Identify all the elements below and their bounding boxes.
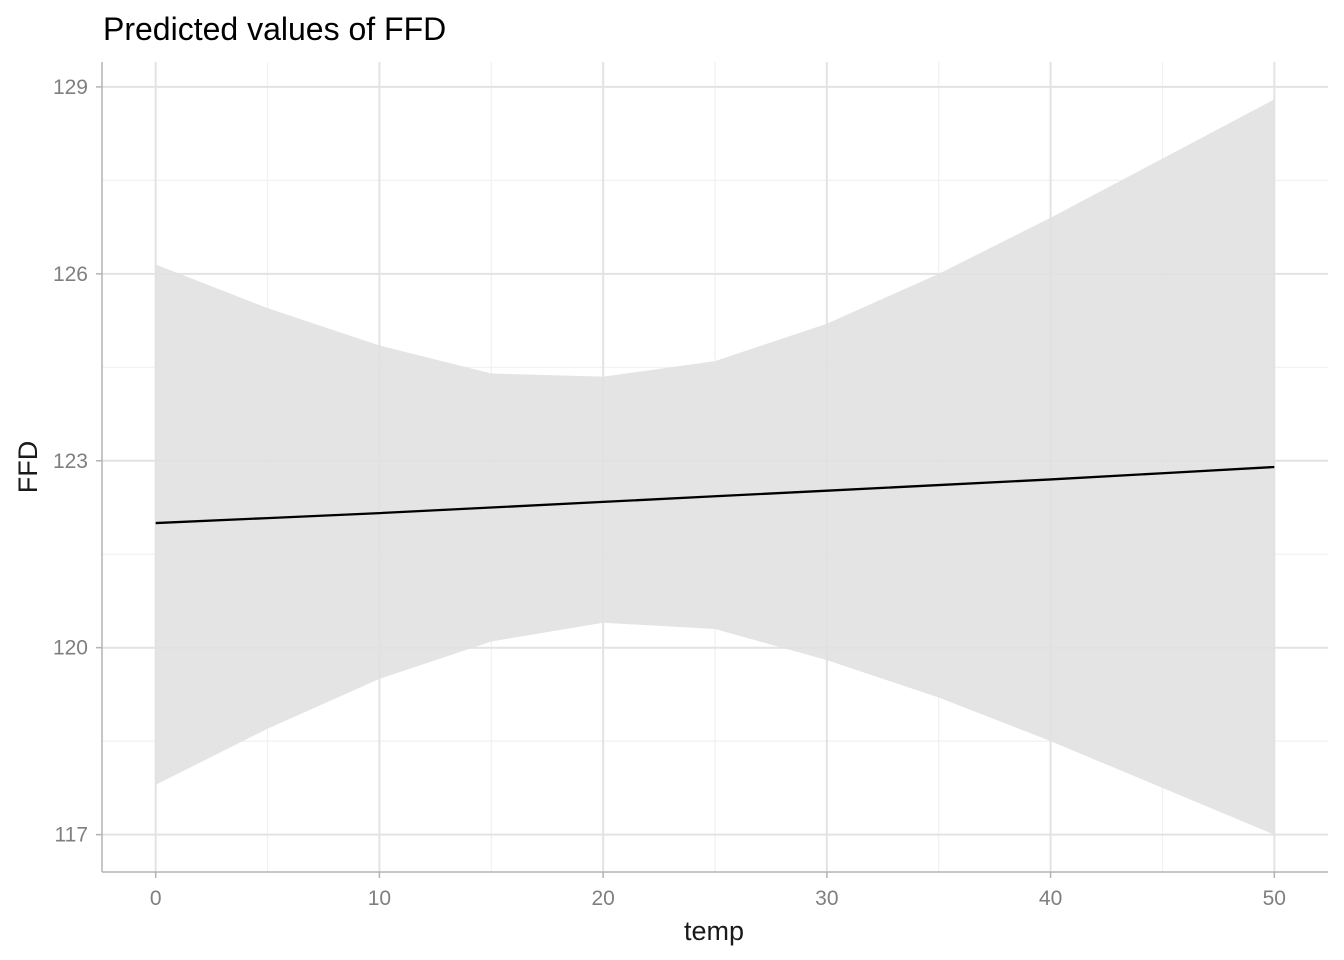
y-tick-label: 123 xyxy=(53,450,88,473)
y-tick-label: 120 xyxy=(53,637,88,660)
x-tick-label: 10 xyxy=(368,887,391,910)
prediction-line-layer xyxy=(155,465,1275,525)
x-tick-label: 0 xyxy=(150,887,162,910)
x-axis-label: temp xyxy=(684,916,744,946)
y-tick-label: 117 xyxy=(55,824,88,847)
chart-title: Predicted values of FFD xyxy=(103,11,446,47)
x-tick-label: 50 xyxy=(1263,887,1286,910)
y-axis-label: FFD xyxy=(13,441,43,493)
y-tick-label: 126 xyxy=(53,263,88,286)
x-tick-label: 30 xyxy=(815,887,838,910)
prediction-line xyxy=(155,465,1275,525)
x-tick-label: 40 xyxy=(1039,887,1062,910)
confidence-band xyxy=(155,99,1275,835)
confidence-band-layer xyxy=(155,99,1275,835)
x-tick-label: 20 xyxy=(591,887,614,910)
y-tick-label: 129 xyxy=(53,76,88,99)
axes xyxy=(96,62,1328,878)
tick-labels: 0 10 20 30 40 50 117 120 123 126 129 xyxy=(53,76,1286,910)
